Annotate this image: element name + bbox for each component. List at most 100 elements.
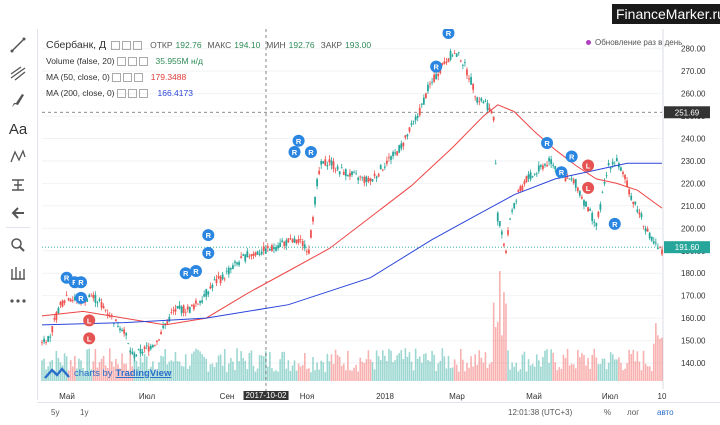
ma50-remove-toggle[interactable]	[133, 72, 143, 82]
volume-bar	[488, 363, 491, 381]
candle-body	[227, 267, 230, 275]
volume-bar	[236, 348, 238, 381]
candle-body	[620, 167, 622, 171]
line-tool-icon[interactable]	[6, 33, 30, 57]
settings-toggle[interactable]	[122, 40, 132, 50]
volume-bar	[517, 371, 520, 381]
volume-bar	[421, 362, 423, 381]
log-toggle[interactable]: лог	[627, 408, 640, 417]
volume-bar	[71, 366, 74, 381]
volume-bar	[349, 370, 351, 381]
volume-bar	[240, 351, 242, 381]
volume-bar	[381, 350, 384, 381]
candle-body	[353, 172, 355, 174]
measure-icon[interactable]	[6, 261, 30, 285]
candle-body	[156, 340, 158, 343]
volume-bar	[61, 365, 64, 381]
time-label: Май	[59, 392, 75, 401]
ma50-settings-toggle[interactable]	[122, 72, 132, 82]
candle-body	[388, 156, 390, 158]
candle-body	[521, 185, 524, 191]
volume-bar	[150, 366, 152, 381]
candle-body	[511, 210, 514, 212]
range-1y-button[interactable]: 1y	[80, 408, 89, 417]
candle-body	[593, 221, 596, 223]
candle-body	[330, 160, 333, 166]
price-tick-label: 200.00	[681, 224, 706, 233]
candle-body	[273, 247, 275, 249]
volume-bar	[359, 357, 362, 381]
marker-label: R	[193, 267, 199, 276]
ma200-settings-toggle[interactable]	[127, 88, 137, 98]
remove-toggle[interactable]	[133, 40, 143, 50]
clock-readout: 12:01:38 (UTC+3)	[508, 408, 573, 417]
eye-toggle[interactable]	[111, 40, 121, 50]
pattern-tool-icon[interactable]	[6, 145, 30, 169]
tv-badge-name[interactable]: TradingView	[115, 367, 172, 379]
candle-body	[344, 169, 347, 177]
volume-bar	[404, 348, 407, 381]
ma200-remove-toggle[interactable]	[138, 88, 148, 98]
fib-tool-icon[interactable]	[6, 61, 30, 85]
ma50-eye-toggle[interactable]	[111, 72, 121, 82]
percent-toggle[interactable]: %	[604, 408, 612, 417]
candle-body	[102, 306, 105, 309]
candle-body	[636, 209, 639, 212]
volume-bar	[164, 349, 166, 381]
candle-body	[217, 275, 220, 279]
candle-body	[213, 279, 216, 281]
tradingview-badge[interactable]: charts by TradingView	[44, 366, 171, 380]
candle-body	[332, 161, 335, 170]
candle-body	[262, 246, 265, 251]
candle-body	[570, 178, 573, 180]
ma200-eye-toggle[interactable]	[116, 88, 126, 98]
candle-body	[53, 318, 56, 320]
volume-bar	[215, 362, 218, 381]
text-tool-icon[interactable]: Aa	[8, 120, 28, 138]
candle-body	[351, 171, 353, 176]
marker-label: R	[206, 231, 212, 240]
auto-toggle[interactable]: авто	[657, 408, 674, 417]
arrow-left-icon[interactable]	[6, 201, 30, 225]
candle-body	[595, 223, 598, 227]
candle-body	[166, 321, 169, 324]
marker-r	[179, 267, 192, 280]
volume-bar	[186, 369, 189, 381]
volume-bar	[189, 365, 191, 381]
candle-body	[195, 300, 197, 304]
volume-bar	[256, 368, 259, 381]
volume-bar	[611, 354, 614, 381]
candle-body	[552, 164, 555, 166]
candle-body	[406, 134, 409, 137]
marker-label: R	[206, 249, 212, 258]
volume-bar	[373, 369, 376, 381]
candle-body	[117, 326, 119, 328]
volume-bar	[601, 358, 604, 381]
candle-body	[466, 69, 468, 76]
more-tools-icon[interactable]	[6, 289, 30, 313]
volume-bar	[338, 356, 341, 381]
candle-body	[585, 201, 587, 207]
volume-bar	[55, 350, 58, 381]
volume-settings-toggle[interactable]	[127, 56, 137, 66]
candle-body	[500, 231, 503, 235]
volume-bar	[121, 353, 123, 381]
volume-bar	[583, 355, 585, 381]
volume-eye-toggle[interactable]	[116, 56, 126, 66]
volume-bar	[174, 351, 177, 381]
candle-body	[554, 166, 557, 170]
range-5y-button[interactable]: 5y	[51, 408, 60, 417]
high-value: 194.10	[234, 40, 261, 50]
candle-body	[365, 176, 368, 183]
zoom-icon[interactable]	[6, 233, 30, 257]
volume-remove-toggle[interactable]	[138, 56, 148, 66]
volume-bar	[394, 360, 396, 381]
volume-bar	[108, 348, 111, 381]
brush-tool-icon[interactable]	[6, 89, 30, 113]
volume-bar	[540, 366, 542, 381]
candle-body	[133, 353, 136, 359]
volume-bar	[628, 349, 630, 381]
prediction-tool-icon[interactable]	[6, 173, 30, 197]
candle-body	[611, 161, 614, 165]
volume-bar	[482, 362, 485, 381]
